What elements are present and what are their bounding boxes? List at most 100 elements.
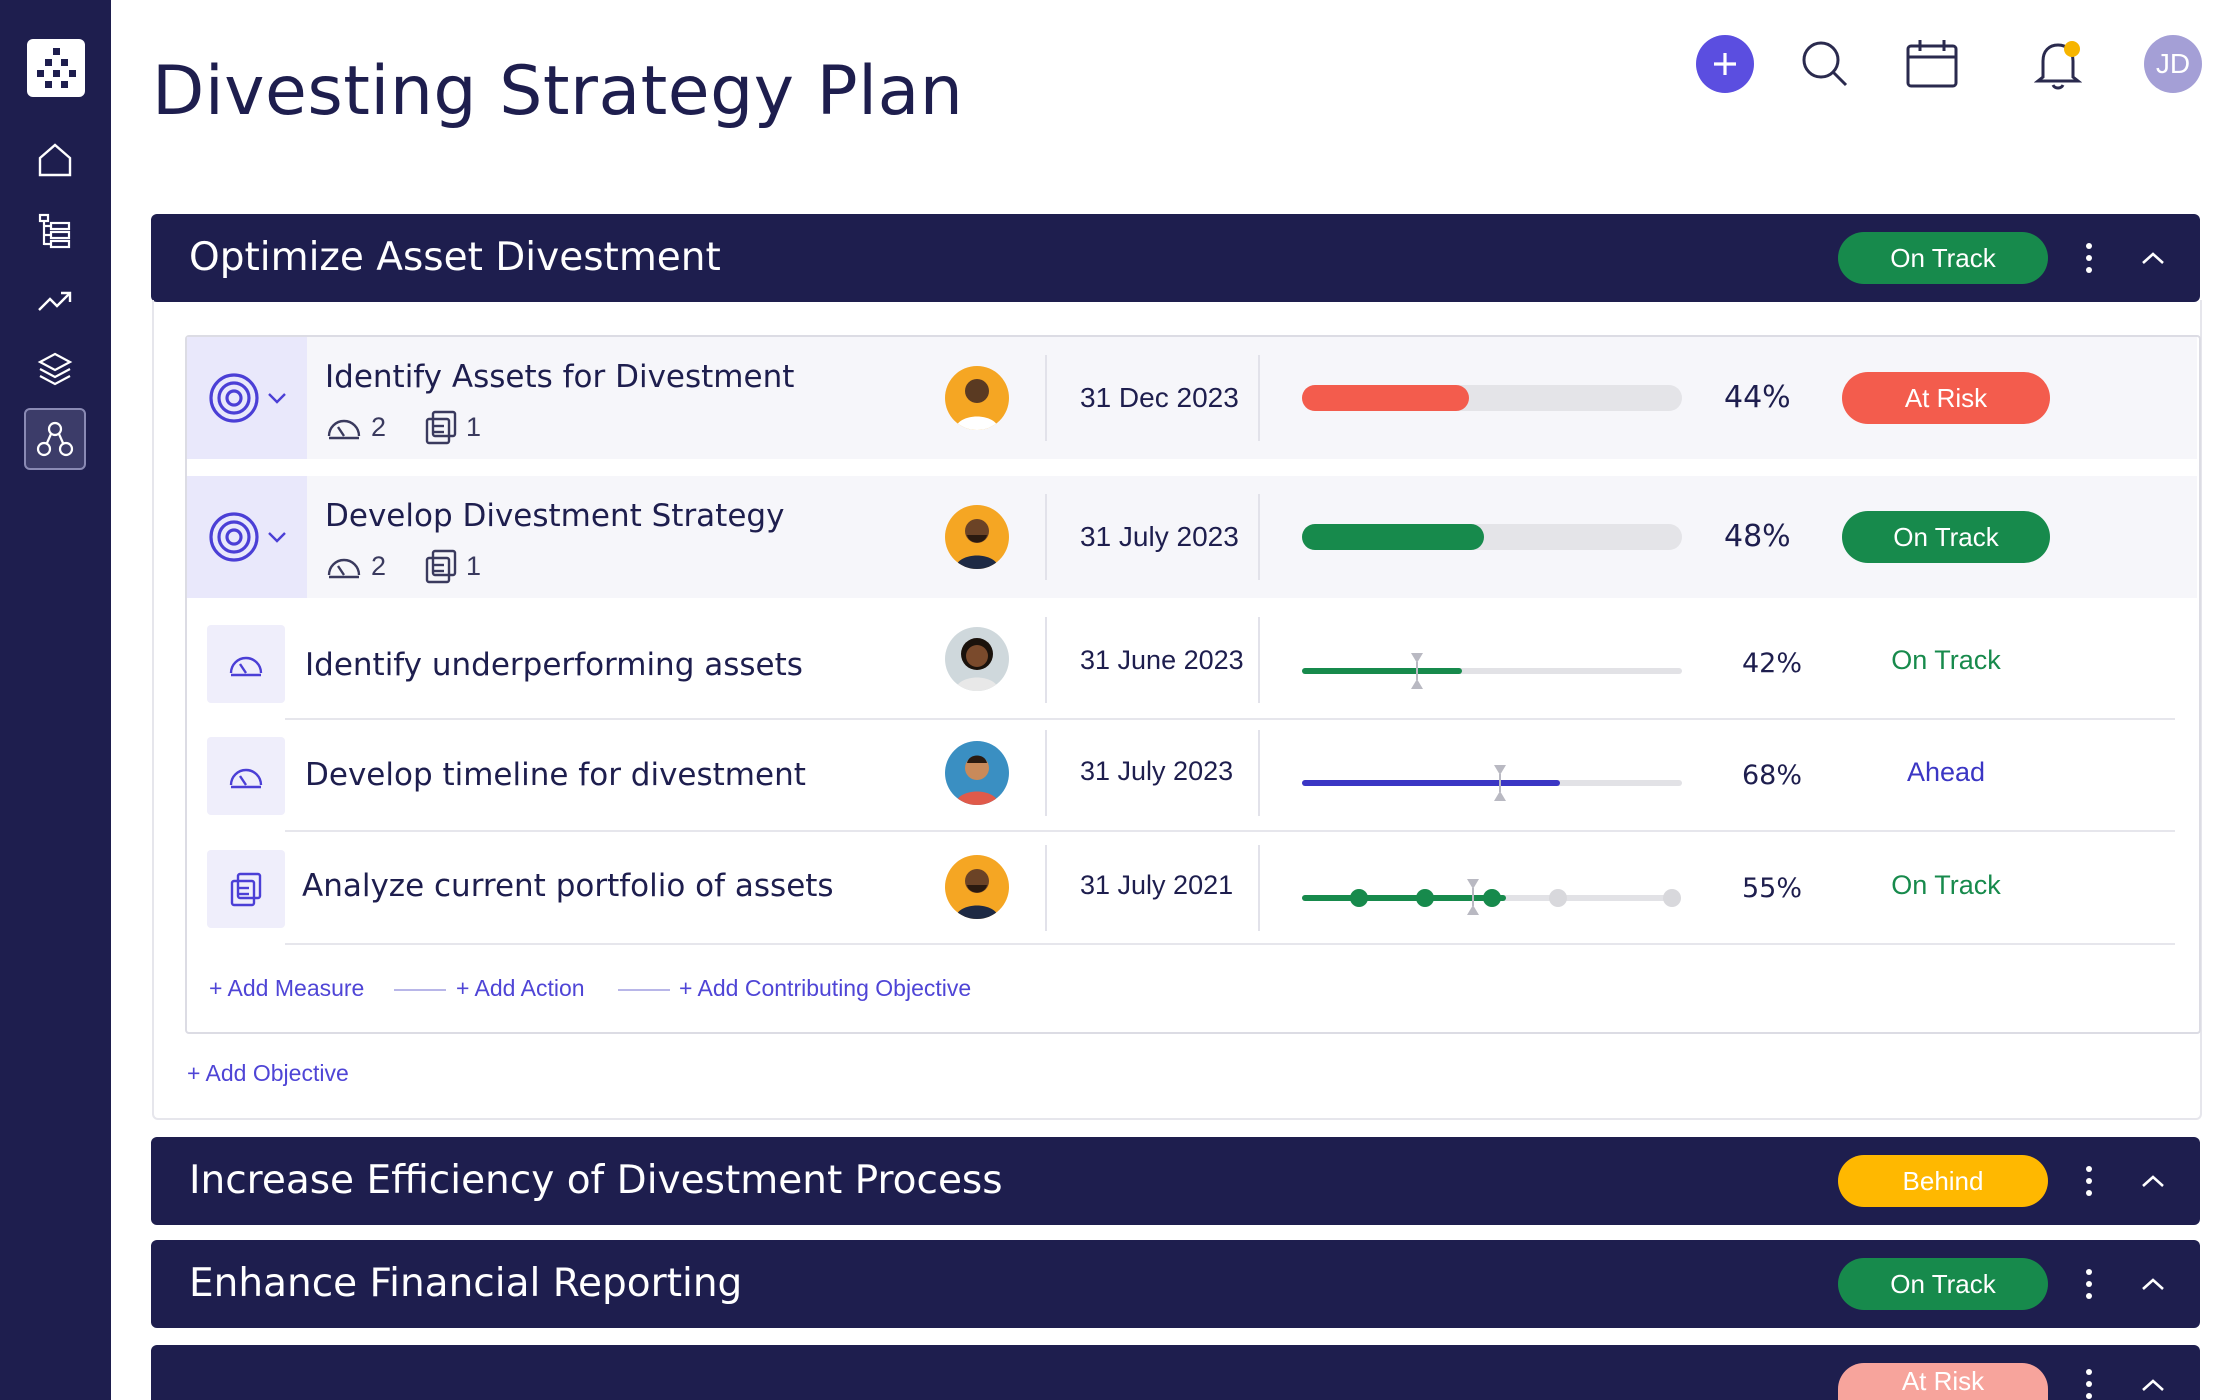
- progress-fill: [1302, 895, 1506, 901]
- trend-up-icon: [38, 291, 72, 311]
- collapse-button[interactable]: [2133, 1264, 2173, 1304]
- group-title: Enhance Financial Reporting: [189, 1261, 743, 1306]
- milestone-dot[interactable]: [1482, 889, 1501, 907]
- milestone-dot[interactable]: [1416, 889, 1435, 907]
- kebab-icon: [2086, 1368, 2092, 1375]
- progress-bar: [1302, 385, 1682, 411]
- add-action-link[interactable]: + Add Action: [456, 975, 585, 1001]
- progress-fill: [1302, 668, 1462, 674]
- avatar[interactable]: [945, 366, 1009, 430]
- avatar[interactable]: [945, 741, 1009, 805]
- progress-percent: 48%: [1724, 519, 1791, 554]
- more-menu-button[interactable]: [2079, 236, 2099, 280]
- avatar[interactable]: [945, 627, 1009, 691]
- kebab-icon: [2086, 1269, 2092, 1275]
- avatar[interactable]: [945, 855, 1009, 919]
- target-icon: [209, 373, 259, 423]
- notifications-button[interactable]: [2028, 33, 2088, 95]
- target-marker: [1411, 653, 1423, 689]
- chevron-up-icon: [2142, 1175, 2164, 1187]
- page-title: Divesting Strategy Plan: [152, 52, 964, 131]
- nav-home[interactable]: [24, 129, 86, 191]
- progress-fill: [1302, 780, 1561, 786]
- bell-icon: [2034, 43, 2082, 90]
- group-header-2[interactable]: Increase Efficiency of Divestment Proces…: [151, 1137, 2200, 1225]
- search-button[interactable]: [1795, 33, 1855, 95]
- progress-bar: [1302, 668, 1682, 674]
- progress-percent: 55%: [1742, 873, 1803, 904]
- kebab-icon: [2086, 243, 2092, 249]
- action-title[interactable]: Analyze current portfolio of assets: [302, 868, 834, 904]
- group-title: Optimize Asset Divestment: [189, 235, 721, 280]
- due-date: 31 July 2023: [1080, 756, 1234, 786]
- progress-bar: [1302, 524, 1682, 550]
- more-menu-button[interactable]: [2079, 1367, 2099, 1400]
- collapse-button[interactable]: [2133, 238, 2173, 278]
- due-date: 31 Dec 2023: [1080, 382, 1239, 413]
- more-menu-button[interactable]: [2079, 1159, 2099, 1203]
- objective-title[interactable]: Develop Divestment Strategy: [325, 498, 785, 534]
- objective-title[interactable]: Identify Assets for Divestment: [325, 359, 795, 395]
- add-button[interactable]: [1695, 33, 1755, 95]
- avatar[interactable]: [945, 505, 1009, 569]
- due-date: 31 July 2021: [1080, 870, 1234, 900]
- group-header-4[interactable]: At Risk: [151, 1345, 2200, 1400]
- nav-layers[interactable]: [24, 338, 86, 400]
- objective-row[interactable]: Identify Assets for Divestment 2 1: [187, 337, 2197, 459]
- group-body: [152, 300, 2202, 1120]
- add-measure-link[interactable]: + Add Measure: [209, 975, 365, 1001]
- measure-title[interactable]: Identify underperforming assets: [305, 647, 803, 683]
- measure-title[interactable]: Develop timeline for divestment: [305, 757, 806, 793]
- status-badge: On Track: [1838, 1258, 2048, 1310]
- search-icon: [1802, 41, 1848, 87]
- nav-trends[interactable]: [24, 270, 86, 332]
- actions-count: 1: [466, 550, 482, 581]
- chevron-up-icon: [2142, 1278, 2164, 1290]
- document-stack-icon: [230, 872, 262, 907]
- milestone-dot[interactable]: [1349, 889, 1368, 907]
- notification-badge: [2064, 41, 2080, 57]
- gauge-icon: [229, 768, 263, 789]
- measures-count: 2: [371, 550, 387, 581]
- objective-meta: 2 1: [325, 546, 481, 586]
- collapse-button[interactable]: [2133, 1161, 2173, 1201]
- document-stack-icon: [425, 549, 457, 584]
- status-text: On Track: [1891, 870, 2001, 900]
- group-title: Increase Efficiency of Divestment Proces…: [189, 1158, 1003, 1203]
- add-objective-link[interactable]: + Add Objective: [187, 1060, 349, 1086]
- kebab-icon: [2086, 1166, 2092, 1172]
- progress-fill: [1302, 524, 1485, 550]
- progress-fill: [1302, 385, 1470, 411]
- objective-expand-toggle[interactable]: [187, 476, 307, 598]
- status-badge: On Track: [1842, 511, 2050, 563]
- status-badge: At Risk: [1842, 372, 2050, 424]
- avatar: JD: [2144, 35, 2202, 93]
- milestone-dot[interactable]: [1663, 889, 1681, 907]
- status-badge: At Risk: [1838, 1363, 2048, 1400]
- progress-percent: 44%: [1724, 380, 1791, 415]
- group-header-1[interactable]: Optimize Asset Divestment On Track: [151, 214, 2200, 302]
- nav-hierarchy[interactable]: [24, 408, 86, 470]
- milestone-dot[interactable]: [1549, 889, 1568, 907]
- measure-icon-box: [207, 625, 285, 703]
- gauge-icon: [229, 656, 263, 677]
- status-text: Ahead: [1906, 757, 1986, 787]
- collapse-button[interactable]: [2133, 1369, 2173, 1400]
- chevron-up-icon: [2142, 1378, 2164, 1391]
- target-marker: [1494, 765, 1506, 801]
- status-text: On Track: [1891, 645, 2001, 675]
- nav-objectives[interactable]: [24, 200, 86, 262]
- user-avatar-button[interactable]: JD: [2143, 33, 2203, 95]
- add-contributing-objective-link[interactable]: + Add Contributing Objective: [679, 975, 972, 1001]
- app-logo[interactable]: [27, 39, 85, 97]
- objective-expand-toggle[interactable]: [187, 337, 307, 459]
- more-menu-button[interactable]: [2079, 1262, 2099, 1306]
- calendar-button[interactable]: [1902, 33, 1962, 95]
- progress-percent: 68%: [1742, 760, 1803, 791]
- chevron-down-icon: [268, 532, 286, 543]
- document-stack-icon: [425, 410, 457, 445]
- home-icon: [38, 143, 72, 177]
- group-header-3[interactable]: Enhance Financial Reporting On Track: [151, 1240, 2200, 1328]
- gauge-icon: [327, 419, 361, 440]
- target-marker: [1467, 879, 1479, 915]
